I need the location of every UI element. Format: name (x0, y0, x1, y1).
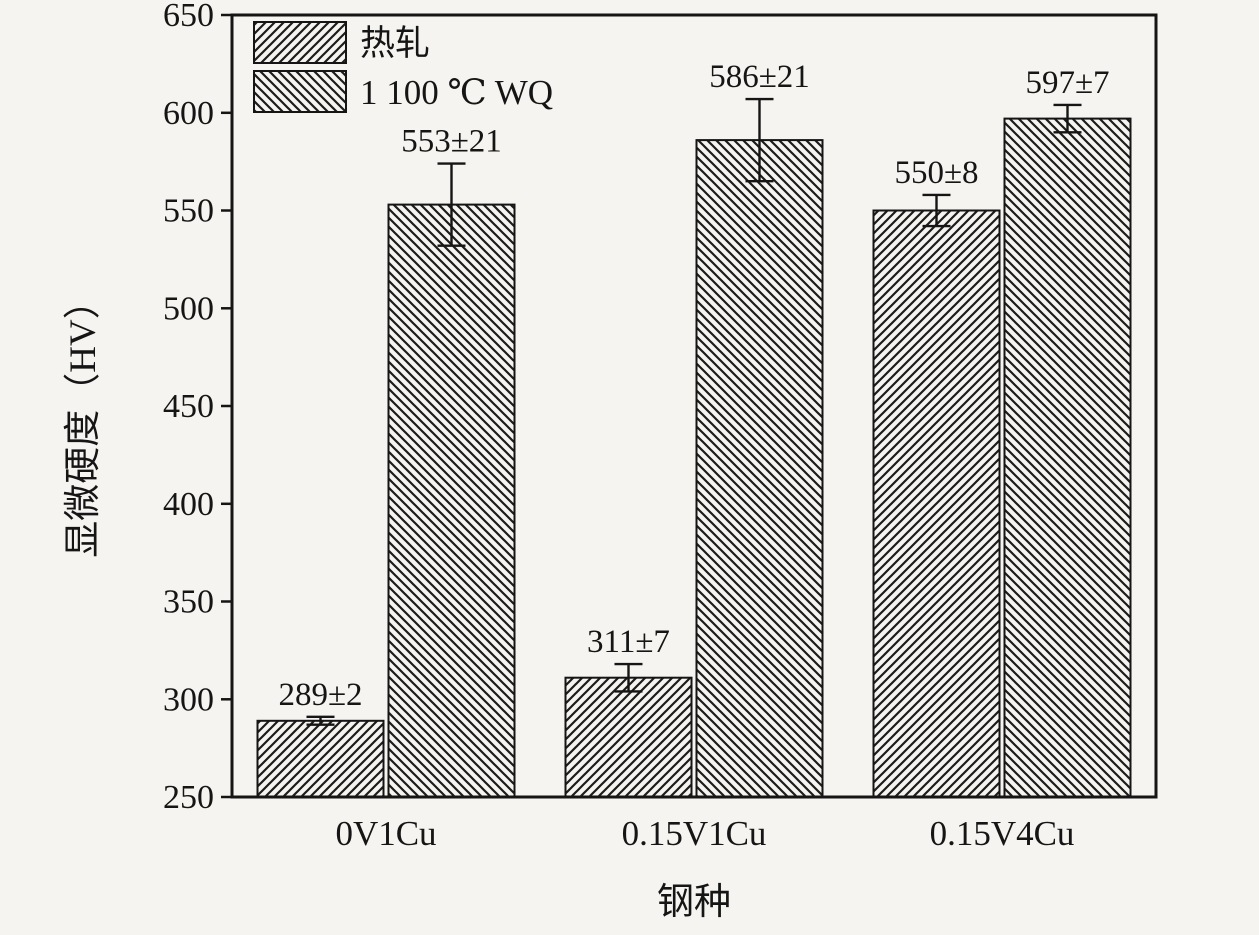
bar (387, 203, 516, 799)
x-tick-label: 0.15V4Cu (930, 814, 1075, 853)
error-bar (306, 715, 335, 726)
y-tick-label: 250 (163, 779, 214, 816)
bar (256, 719, 385, 798)
legend: 热轧 1 100 ℃ WQ (253, 21, 553, 113)
x-tick-label: 0.15V1Cu (622, 814, 767, 853)
plot-frame (230, 13, 1158, 799)
y-tick-label: 550 (163, 193, 214, 230)
series-0-bars: 289±2 311±7 550±8 (256, 155, 1001, 799)
value-label: 553±21 (401, 124, 502, 160)
bar (695, 139, 824, 799)
y-tick-label: 650 (163, 0, 214, 34)
chart-plot: 250 300 350 400 450 500 550 600 650 289±2 311±7 550… (163, 0, 1158, 853)
bar (872, 209, 1001, 798)
legend-swatch (253, 70, 347, 113)
value-label: 289±2 (278, 677, 362, 713)
x-axis: 0V1Cu 0.15V1Cu 0.15V4Cu (335, 814, 1074, 853)
x-axis-title: 钢种 (657, 882, 731, 923)
value-label: 550±8 (894, 155, 978, 191)
y-axis-title: 显微硬度（HV） (62, 282, 104, 557)
x-tick-label: 0V1Cu (335, 814, 436, 853)
legend-item: 1 100 ℃ WQ (253, 70, 553, 113)
value-label: 597±7 (1025, 65, 1109, 101)
y-axis: 250 300 350 400 450 500 550 600 650 (163, 0, 232, 816)
legend-item: 热轧 (253, 21, 430, 64)
legend-label: 热轧 (360, 24, 430, 63)
series-1-bars: 553±21 586±21 597±7 (387, 59, 1132, 799)
y-tick-label: 300 (163, 681, 214, 718)
error-bar (922, 193, 951, 228)
bar (1003, 117, 1132, 799)
error-bar (745, 97, 774, 183)
y-tick-label: 600 (163, 95, 214, 132)
bar (564, 676, 693, 799)
legend-swatch (253, 21, 347, 64)
y-tick-label: 450 (163, 388, 214, 425)
error-bar (1053, 103, 1082, 134)
y-tick-label: 500 (163, 290, 214, 327)
value-label: 586±21 (709, 59, 810, 95)
y-tick-label: 400 (163, 486, 214, 523)
error-bar (437, 162, 466, 247)
error-bar (614, 662, 643, 693)
value-label: 311±7 (587, 624, 670, 660)
y-tick-label: 350 (163, 584, 214, 621)
legend-label: 1 100 ℃ WQ (360, 73, 553, 112)
